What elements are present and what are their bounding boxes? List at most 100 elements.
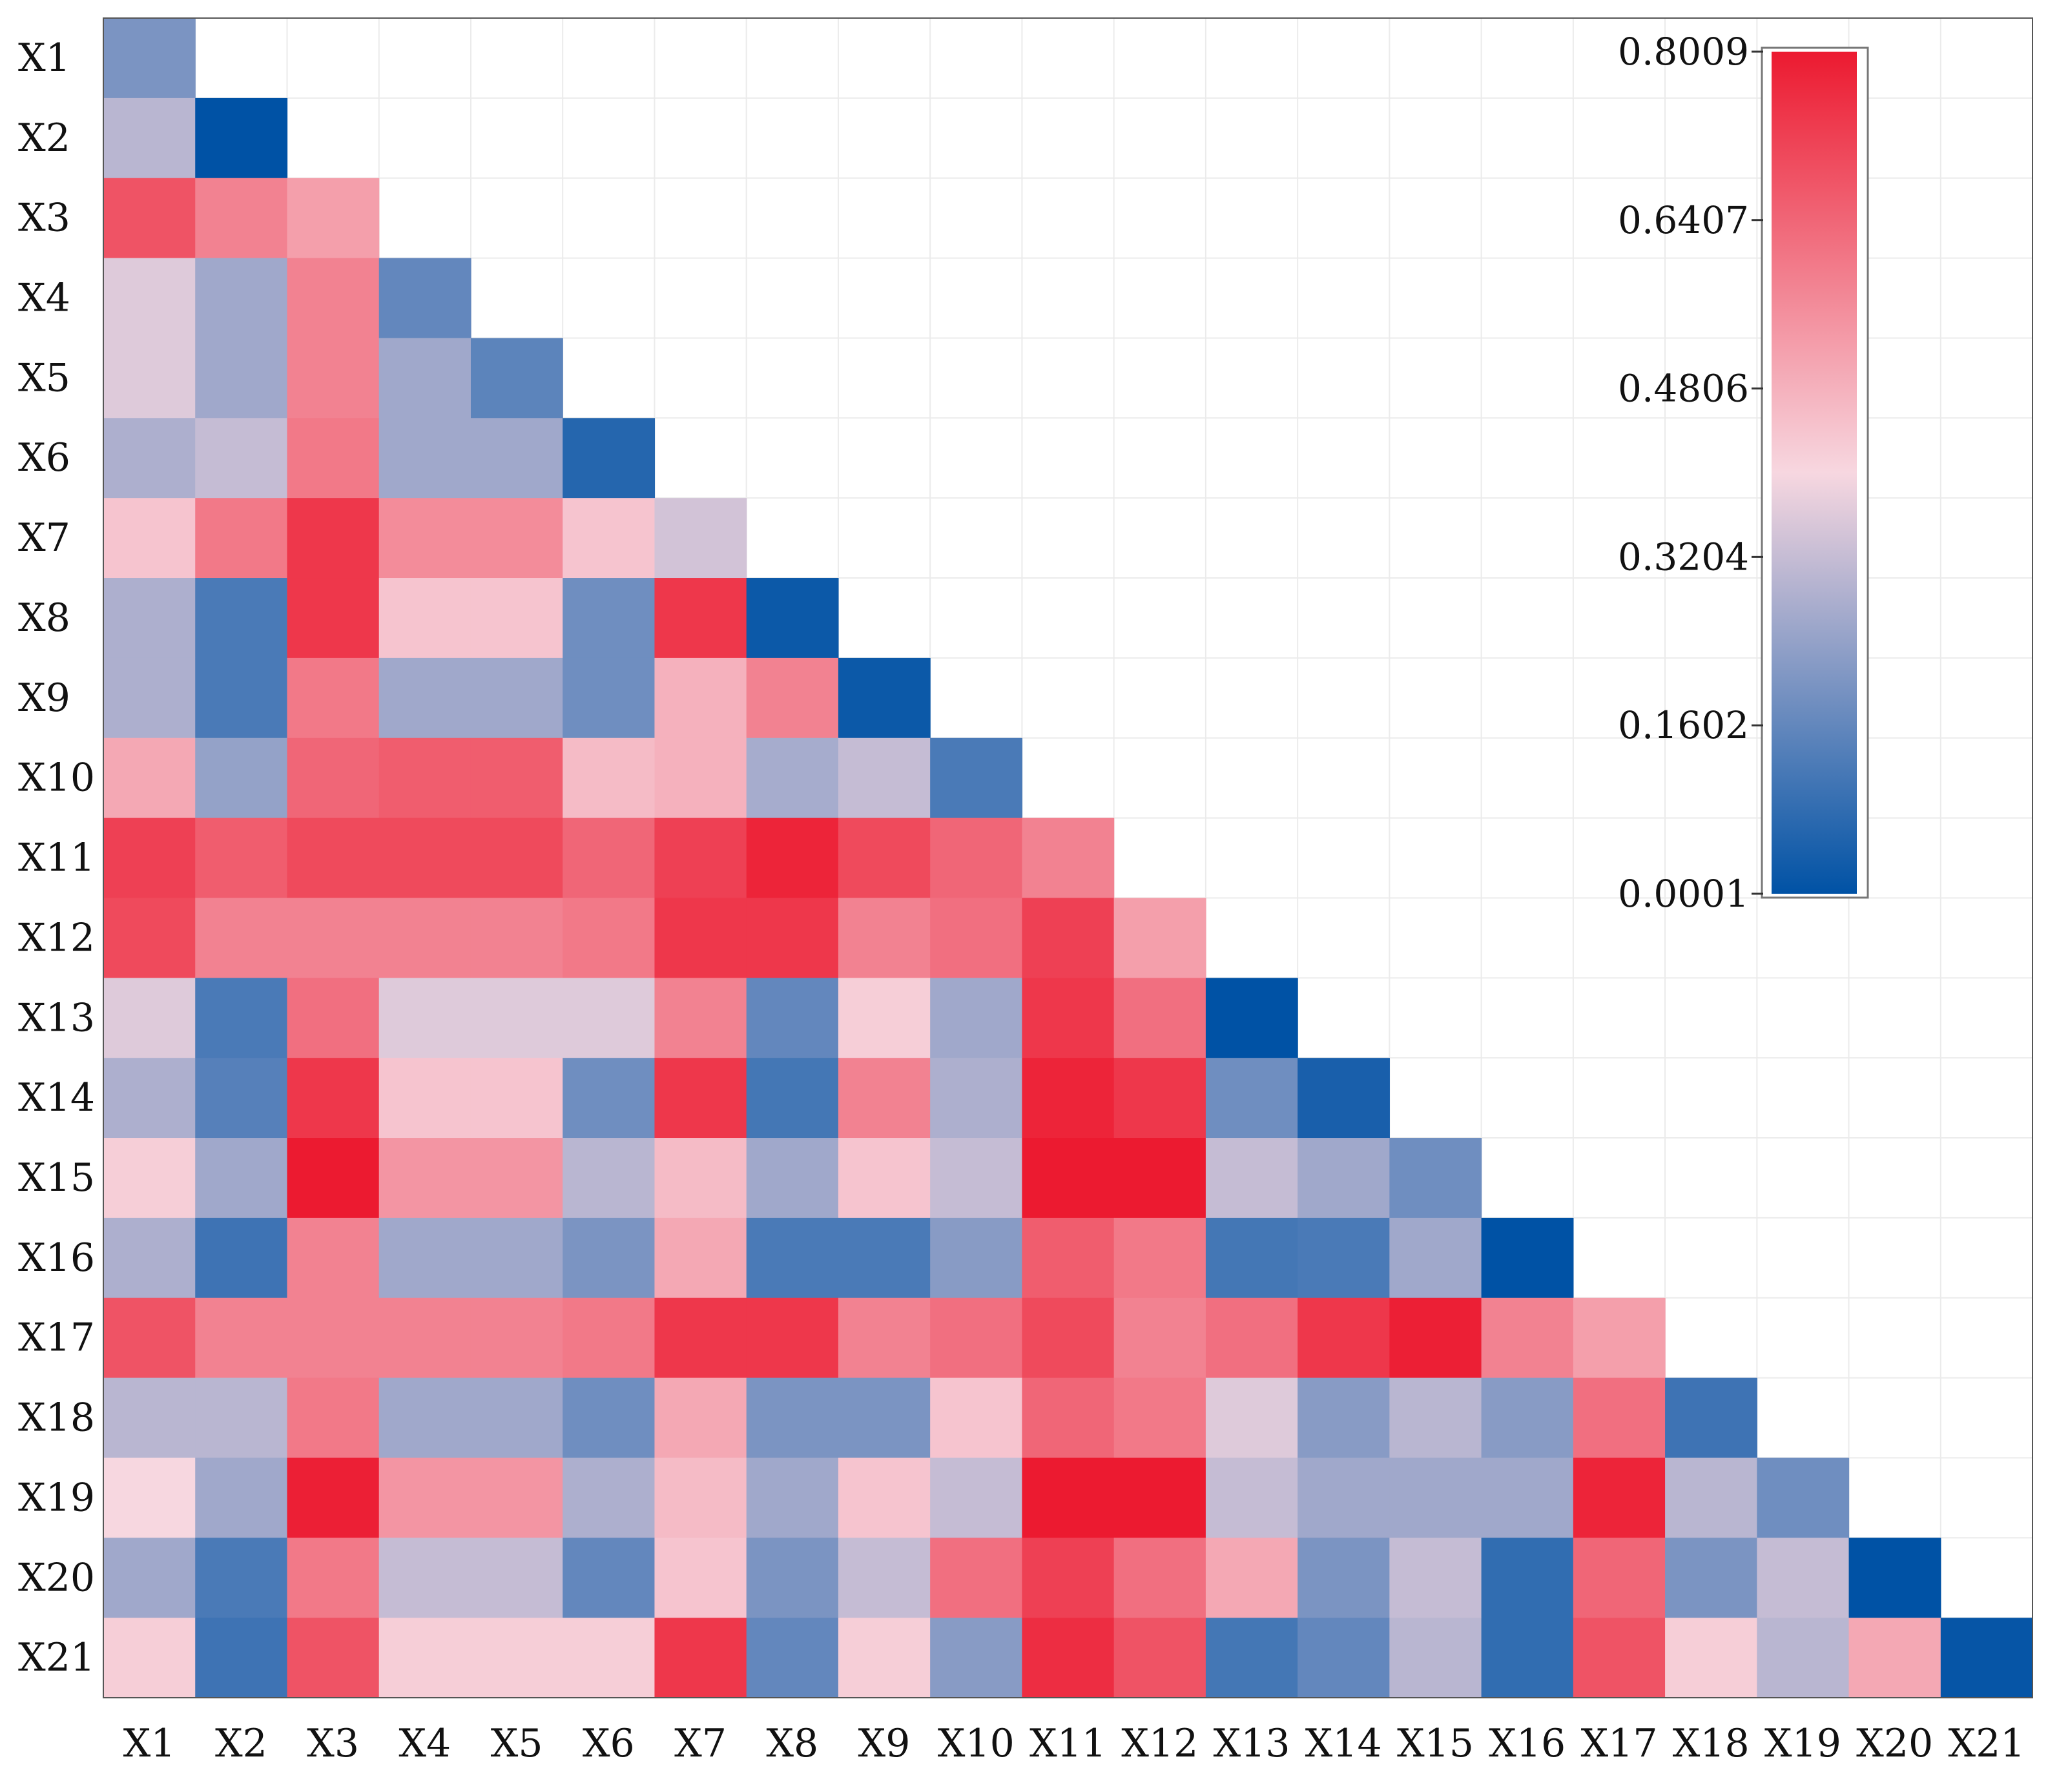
heatmap-cell-X21-X4: [378, 1618, 471, 1698]
heatmap-cell-X13-X12: [1113, 978, 1206, 1058]
heatmap-cell-X21-X9: [838, 1618, 931, 1698]
heatmap-cell-X14-X12: [1113, 1058, 1206, 1138]
heatmap-cell-X18-X8: [746, 1377, 839, 1459]
heatmap-cell-X15-X10: [930, 1138, 1022, 1219]
heatmap-cell-X8-X5: [470, 578, 563, 659]
heatmap-cell-X8-X7: [654, 578, 747, 659]
heatmap-cell-X15-X2: [195, 1138, 288, 1219]
heatmap-cell-X17-X1: [103, 1297, 196, 1379]
heatmap-cell-X12-X11: [1022, 898, 1115, 978]
heatmap-cell-X18-X3: [287, 1377, 380, 1459]
y-tick-label: X8: [18, 595, 70, 641]
heatmap-cell-X18-X2: [195, 1377, 288, 1459]
heatmap-cell-X13-X3: [287, 978, 380, 1058]
y-tick-label: X14: [18, 1075, 95, 1120]
heatmap-cell-X17-X9: [838, 1297, 931, 1379]
heatmap-cell-X5-X2: [195, 338, 288, 418]
heatmap-cell-X11-X9: [838, 818, 931, 899]
heatmap-cell-X14-X6: [563, 1058, 656, 1138]
heatmap-cell-X9-X8: [746, 657, 839, 739]
x-tick-label: X12: [1121, 1721, 1198, 1766]
y-tick-label: X12: [18, 915, 95, 960]
heatmap-cell-X20-X9: [838, 1538, 931, 1618]
heatmap-cell-X10-X3: [287, 737, 380, 819]
heatmap-cell-X4-X4: [378, 258, 471, 339]
heatmap-cell-X16-X8: [746, 1217, 839, 1299]
heatmap-cell-X15-X11: [1022, 1138, 1115, 1219]
heatmap-cell-X20-X10: [930, 1538, 1022, 1618]
heatmap-cell-X13-X11: [1022, 978, 1115, 1058]
heatmap-cell-X4-X2: [195, 258, 288, 339]
heatmap-cell-X15-X12: [1113, 1138, 1206, 1219]
x-tick-label: X13: [1213, 1721, 1290, 1766]
heatmap-cell-X8-X1: [103, 578, 196, 659]
heatmap-cell-X2-X2: [195, 98, 288, 179]
heatmap-cell-X18-X15: [1389, 1377, 1482, 1459]
heatmap-cell-X16-X10: [930, 1217, 1022, 1299]
heatmap-cell-X20-X2: [195, 1538, 288, 1618]
heatmap-cell-X9-X3: [287, 657, 380, 739]
heatmap-cell-X6-X2: [195, 418, 288, 499]
x-tick-label: X11: [1029, 1721, 1106, 1766]
heatmap-cell-X19-X10: [930, 1457, 1022, 1538]
heatmap-cell-X20-X3: [287, 1538, 380, 1618]
heatmap-cell-X19-X9: [838, 1457, 931, 1538]
heatmap-cell-X1-X1: [103, 18, 196, 99]
heatmap-cell-X20-X6: [563, 1538, 656, 1618]
heatmap-cell-X13-X10: [930, 978, 1022, 1058]
y-tick-label: X18: [18, 1395, 95, 1441]
heatmap-cell-X7-X2: [195, 498, 288, 579]
heatmap-cell-X20-X11: [1022, 1538, 1115, 1618]
heatmap-cell-X5-X1: [103, 338, 196, 418]
x-tick-label: X6: [583, 1721, 635, 1766]
heatmap-cell-X17-X8: [746, 1297, 839, 1379]
heatmap-cell-X11-X2: [195, 818, 288, 899]
heatmap-cell-X17-X15: [1389, 1297, 1482, 1379]
heatmap-cell-X6-X6: [563, 418, 656, 499]
heatmap-cell-X4-X1: [103, 258, 196, 339]
heatmap-cell-X14-X5: [470, 1058, 563, 1138]
heatmap-cell-X21-X14: [1298, 1618, 1390, 1698]
heatmap-cell-X14-X8: [746, 1058, 839, 1138]
x-tick-label: X8: [766, 1721, 818, 1766]
heatmap-cell-X16-X16: [1481, 1217, 1574, 1299]
heatmap-cell-X10-X4: [378, 737, 471, 819]
heatmap-cell-X19-X19: [1757, 1457, 1850, 1538]
heatmap-cell-X10-X6: [563, 737, 656, 819]
heatmap-cell-X20-X14: [1298, 1538, 1390, 1618]
colorbar-tick-label: 0.6407: [1618, 198, 1749, 242]
y-tick-label: X17: [18, 1315, 95, 1361]
y-tick-label: X10: [18, 756, 95, 801]
plot-border: [103, 17, 2033, 1698]
heatmap-cell-X19-X5: [470, 1457, 563, 1538]
heatmap-cell-X13-X1: [103, 978, 196, 1058]
heatmap-cell-X19-X12: [1113, 1457, 1206, 1538]
heatmap-cell-X19-X13: [1205, 1457, 1298, 1538]
heatmap-cell-X6-X4: [378, 418, 471, 499]
heatmap-cell-X10-X1: [103, 737, 196, 819]
y-tick-label: X2: [18, 116, 70, 161]
heatmap-cell-X14-X9: [838, 1058, 931, 1138]
colorbar-gradient: [1772, 52, 1857, 894]
heatmap-cell-X17-X16: [1481, 1297, 1574, 1379]
heatmap-cell-X16-X7: [654, 1217, 747, 1299]
heatmap-cell-X18-X12: [1113, 1377, 1206, 1459]
heatmap-cell-X17-X3: [287, 1297, 380, 1379]
heatmap-cell-X18-X14: [1298, 1377, 1390, 1459]
x-tick-label: X19: [1764, 1721, 1841, 1766]
x-tick-label: X21: [1948, 1721, 2025, 1766]
heatmap-cell-X21-X20: [1848, 1618, 1941, 1698]
heatmap-cell-X3-X3: [287, 178, 380, 259]
x-tick-label: X7: [674, 1721, 727, 1766]
colorbar-tick-label: 0.4806: [1618, 367, 1749, 411]
heatmap-cell-X13-X5: [470, 978, 563, 1058]
y-tick-label: X19: [18, 1475, 95, 1520]
x-tick-label: X14: [1305, 1721, 1382, 1766]
heatmap-cell-X20-X1: [103, 1538, 196, 1618]
y-tick-label: X3: [18, 196, 70, 241]
heatmap-cells: [103, 18, 2033, 1698]
heatmap-cell-X17-X17: [1573, 1297, 1666, 1379]
y-tick-label: X6: [18, 435, 70, 480]
heatmap-cell-X18-X13: [1205, 1377, 1298, 1459]
heatmap-cell-X20-X8: [746, 1538, 839, 1618]
